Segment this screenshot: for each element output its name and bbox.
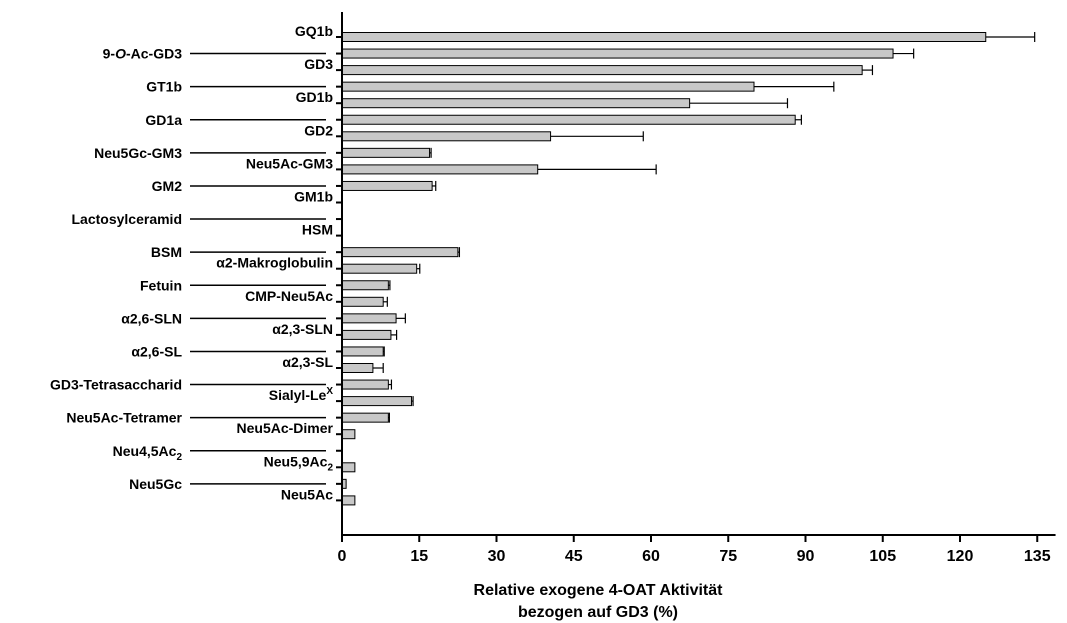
x-axis-label-line-2: bezogen auf GD3 (%) bbox=[518, 604, 678, 621]
category-label: GM2 bbox=[152, 178, 183, 194]
x-axis-label-line-1: Relative exogene 4-OAT Aktivität bbox=[474, 582, 724, 599]
category-label: Neu5Gc bbox=[129, 476, 182, 492]
bar bbox=[341, 32, 987, 42]
bar bbox=[341, 98, 691, 109]
category-labels: GQ1b 9-O-Ac-GD3 GD3 GT1b GD1b GD1a GD2 Neu5Gc-G… bbox=[50, 23, 342, 502]
category-label: α2-Makroglobulin bbox=[216, 255, 333, 271]
bar bbox=[341, 429, 356, 440]
bar bbox=[341, 81, 755, 92]
category-label: GQ1b bbox=[295, 23, 333, 39]
category-label: α2,6-SL bbox=[131, 343, 182, 359]
bar bbox=[341, 296, 384, 307]
bars bbox=[341, 32, 1036, 506]
bar bbox=[341, 147, 431, 158]
category-label: CMP-Neu5Ac bbox=[245, 288, 333, 304]
category-label: GT1b bbox=[146, 79, 182, 95]
bar bbox=[341, 346, 384, 357]
x-tick-label: 30 bbox=[488, 548, 506, 565]
bar bbox=[341, 114, 796, 125]
bar bbox=[341, 48, 894, 59]
x-tick-label: 60 bbox=[642, 548, 660, 565]
x-tick-label: 120 bbox=[947, 548, 974, 565]
category-label: Neu4,5Ac2 bbox=[113, 443, 183, 463]
x-tick-label: 15 bbox=[410, 548, 428, 565]
bar bbox=[341, 313, 397, 324]
category-label: Neu5Ac-Dimer bbox=[237, 420, 334, 436]
bar bbox=[341, 247, 459, 258]
x-tick-label: 90 bbox=[797, 548, 815, 565]
category-label: Neu5,9Ac2 bbox=[264, 453, 334, 473]
x-tick-label: 135 bbox=[1024, 548, 1051, 565]
bar bbox=[341, 329, 392, 340]
bar bbox=[341, 164, 539, 175]
category-label: 9-O-Ac-GD3 bbox=[103, 46, 183, 62]
category-label: Neu5Ac-Tetramer bbox=[66, 410, 182, 426]
category-label: HSM bbox=[302, 222, 333, 238]
bar bbox=[341, 396, 413, 407]
category-label: α2,3-SL bbox=[282, 354, 333, 370]
bar bbox=[341, 280, 389, 291]
category-label: α2,3-SLN bbox=[272, 321, 333, 337]
bar bbox=[341, 462, 356, 473]
bar bbox=[341, 495, 356, 506]
category-label: GD2 bbox=[304, 122, 333, 138]
category-label: Lactosylceramid bbox=[72, 211, 183, 227]
category-label: Fetuin bbox=[140, 277, 182, 293]
bar bbox=[341, 363, 374, 373]
category-label: Neu5Ac-GM3 bbox=[246, 155, 333, 171]
x-tick-label: 45 bbox=[565, 548, 583, 565]
category-label: Neu5Gc-GM3 bbox=[94, 145, 182, 161]
bar bbox=[341, 412, 389, 423]
bar bbox=[341, 131, 552, 142]
bar bbox=[341, 379, 389, 390]
category-label: BSM bbox=[151, 244, 182, 260]
bar bbox=[341, 65, 863, 76]
category-label: GD3 bbox=[304, 56, 333, 72]
category-label: GD1a bbox=[145, 112, 182, 128]
x-tick-label: 0 bbox=[338, 548, 347, 565]
category-label: Sialyl-LeX bbox=[269, 386, 334, 403]
category-label: GM1b bbox=[294, 189, 333, 205]
category-label: GD3-Tetrasaccharid bbox=[50, 377, 182, 393]
category-label: α2,6-SLN bbox=[121, 310, 182, 326]
x-tick-label: 105 bbox=[869, 548, 896, 565]
bar bbox=[341, 263, 418, 274]
x-tick-label: 75 bbox=[719, 548, 737, 565]
x-ticks: 0 15 30 45 60 75 90 105 120 135 bbox=[338, 535, 1051, 565]
bar bbox=[341, 180, 433, 191]
category-label: GD1b bbox=[296, 89, 333, 105]
category-label: Neu5Ac bbox=[281, 486, 333, 502]
